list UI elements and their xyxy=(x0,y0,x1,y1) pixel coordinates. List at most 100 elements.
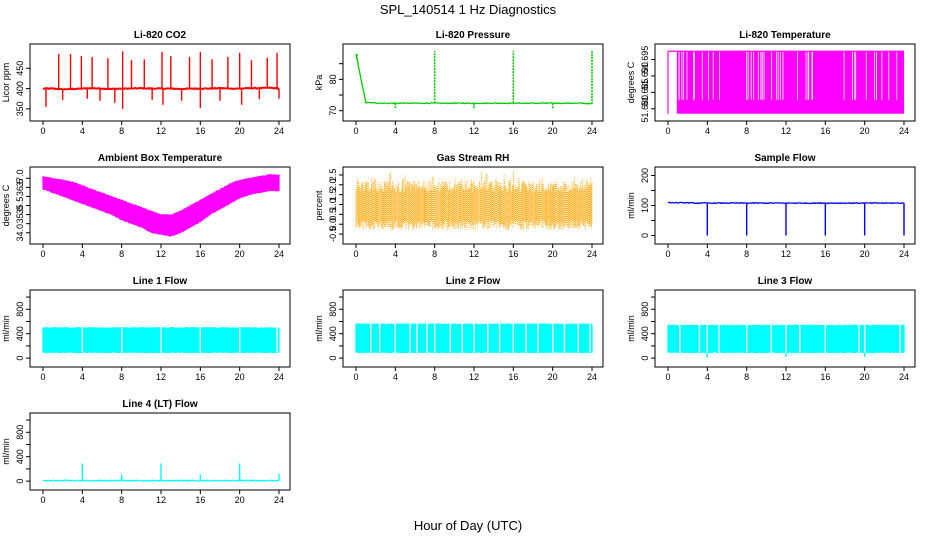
plot-area xyxy=(667,201,905,236)
x-tick-label: 0 xyxy=(353,372,358,382)
panel-title: Gas Stream RH xyxy=(437,153,510,164)
y-axis-label: degrees C xyxy=(1,184,11,226)
plot-area xyxy=(667,50,904,114)
y-tick-label: 51.695 xyxy=(640,46,650,74)
x-tick-label: 16 xyxy=(195,126,205,136)
x-tick-label: 16 xyxy=(820,372,830,382)
x-tick-label: 16 xyxy=(508,372,518,382)
panel-8: Line 2 Flow ml/min 0 4 8 12 16 20 24 0 400 800 xyxy=(314,276,604,382)
y-tick-label: 400 xyxy=(328,326,338,341)
y-axis-label: Licor ppm xyxy=(1,63,11,103)
x-tick-label: 8 xyxy=(744,126,749,136)
x-tick-label: 24 xyxy=(274,372,284,382)
x-tick-label: 8 xyxy=(119,126,124,136)
x-tick-label: 20 xyxy=(235,495,245,505)
x-tick-label: 20 xyxy=(548,126,558,136)
y-axis-label: ml/min xyxy=(1,315,11,342)
y-tick-label: 800 xyxy=(15,425,25,440)
x-tick-label: 0 xyxy=(40,249,45,259)
y-tick-label: 800 xyxy=(328,302,338,317)
x-tick-label: 24 xyxy=(274,126,284,136)
x-tick-label: 20 xyxy=(860,372,870,382)
x-tick-label: 16 xyxy=(820,249,830,259)
panel-6: Sample Flow ml/min 0 4 8 12 16 20 24 0 100 200 xyxy=(626,153,916,259)
x-tick-label: 16 xyxy=(195,249,205,259)
series-line xyxy=(355,53,593,105)
y-tick-label: 1.0 xyxy=(328,198,338,211)
x-tick-label: 0 xyxy=(665,372,670,382)
plot-area xyxy=(42,463,280,482)
y-tick-label: 200 xyxy=(640,168,650,183)
panel-title: Sample Flow xyxy=(754,153,815,164)
x-tick-label: 20 xyxy=(235,372,245,382)
x-tick-label: 12 xyxy=(156,249,166,259)
y-tick-label: 70 xyxy=(328,106,338,116)
x-tick-label: 4 xyxy=(393,249,398,259)
y-tick-label: 37.0 xyxy=(15,169,25,187)
panel-title: Line 3 Flow xyxy=(758,276,813,287)
plot-area xyxy=(42,51,280,109)
x-tick-label: 8 xyxy=(432,249,437,259)
temp-band xyxy=(676,51,904,114)
x-tick-label: 4 xyxy=(80,372,85,382)
panel-frame xyxy=(654,166,916,245)
y-tick-label: 0 xyxy=(15,479,25,484)
y-tick-label: 400 xyxy=(15,449,25,464)
series-line xyxy=(42,479,280,482)
y-axis-label: ml/min xyxy=(1,438,11,465)
x-tick-label: 4 xyxy=(705,126,710,136)
y-tick-label: 35.0 xyxy=(15,206,25,224)
series-line xyxy=(42,86,280,91)
x-tick-label: 8 xyxy=(119,495,124,505)
x-tick-label: 24 xyxy=(587,372,597,382)
x-tick-label: 8 xyxy=(119,249,124,259)
x-tick-label: 12 xyxy=(469,372,479,382)
x-tick-label: 16 xyxy=(820,126,830,136)
x-tick-label: 16 xyxy=(508,126,518,136)
x-tick-label: 0 xyxy=(40,372,45,382)
panel-title: Line 2 Flow xyxy=(446,276,501,287)
plot-area xyxy=(355,171,593,231)
x-tick-label: 20 xyxy=(548,249,558,259)
x-tick-label: 4 xyxy=(705,372,710,382)
y-tick-label: 2.0 xyxy=(328,179,338,192)
x-tick-label: 8 xyxy=(432,372,437,382)
y-tick-label: 100 xyxy=(640,198,650,213)
panel-3: Li-820 Temperature degrees C 0 4 8 12 16 20 24 51… xyxy=(626,30,916,136)
x-tick-label: 24 xyxy=(274,249,284,259)
y-tick-label: 1.5 xyxy=(328,188,338,201)
x-axis-label: Hour of Day (UTC) xyxy=(413,518,523,533)
x-tick-label: 16 xyxy=(508,249,518,259)
y-axis-label: ml/min xyxy=(626,192,636,219)
y-tick-label: 450 xyxy=(15,61,25,76)
y-axis-label: ml/min xyxy=(626,315,636,342)
y-tick-label: 400 xyxy=(15,326,25,341)
x-tick-label: 20 xyxy=(860,126,870,136)
x-tick-label: 24 xyxy=(899,126,909,136)
x-tick-label: 12 xyxy=(156,372,166,382)
plot-area xyxy=(42,174,280,237)
y-tick-label: 51.680 xyxy=(640,95,650,123)
x-tick-label: 16 xyxy=(195,495,205,505)
x-tick-label: 0 xyxy=(353,249,358,259)
y-tick-label: 0 xyxy=(328,356,338,361)
y-tick-label: 0.5 xyxy=(328,208,338,221)
y-tick-label: 36.5 xyxy=(15,179,25,197)
x-tick-label: 8 xyxy=(432,126,437,136)
y-tick-label: 80 xyxy=(328,74,338,84)
x-tick-label: 12 xyxy=(781,126,791,136)
x-tick-label: 12 xyxy=(469,249,479,259)
x-tick-label: 0 xyxy=(40,495,45,505)
x-tick-label: 0 xyxy=(665,249,670,259)
panel-4: Ambient Box Temperature degrees C 0 4 8 12 16 2… xyxy=(1,153,291,259)
x-tick-label: 12 xyxy=(156,495,166,505)
y-tick-label: 400 xyxy=(640,326,650,341)
y-tick-label: 350 xyxy=(15,101,25,116)
x-tick-label: 4 xyxy=(393,372,398,382)
panel-title: Ambient Box Temperature xyxy=(98,153,223,164)
y-tick-label: -0.5 xyxy=(328,226,338,242)
y-tick-label: 0 xyxy=(640,233,650,238)
x-tick-label: 20 xyxy=(235,126,245,136)
y-tick-label: 0 xyxy=(640,356,650,361)
